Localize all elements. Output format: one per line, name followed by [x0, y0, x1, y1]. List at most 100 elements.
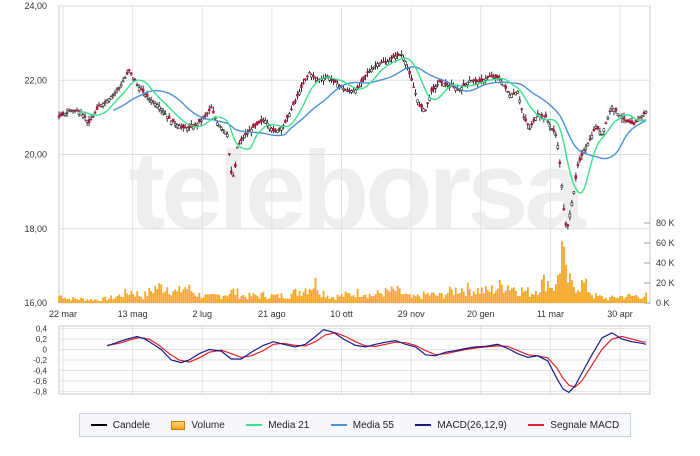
volume-bar — [348, 293, 351, 303]
candle-body — [552, 129, 556, 132]
volume-bar — [478, 293, 481, 303]
volume-bar — [500, 284, 503, 303]
volume-bar — [508, 290, 511, 303]
volume-bar — [214, 294, 217, 303]
volume-bar — [112, 299, 115, 303]
candle-body — [312, 74, 315, 77]
volume-bar — [561, 241, 563, 303]
candle-body — [143, 94, 147, 97]
candle-body — [574, 175, 578, 179]
candle-body — [67, 110, 71, 112]
volume-bar — [118, 294, 121, 303]
volume-bar — [226, 296, 229, 303]
volume-bar — [456, 293, 459, 303]
volume-bar — [486, 290, 489, 303]
chart-legend: Candele Volume Media 21 Media 55 MACD(26… — [79, 413, 631, 437]
candle-body — [640, 115, 644, 118]
volume-bar — [569, 273, 571, 303]
legend-label-media-21: Media 21 — [268, 419, 310, 431]
candle-body — [496, 76, 499, 79]
volume-bar — [476, 288, 479, 303]
legend-item-media-21[interactable]: Media 21 — [246, 420, 309, 431]
candle-body — [508, 94, 512, 98]
candle-body — [236, 146, 239, 149]
volume-bar — [400, 294, 403, 303]
candle-body — [216, 122, 219, 126]
volume-bar — [448, 286, 451, 303]
candle-body — [478, 78, 481, 83]
volume-bar — [178, 285, 181, 303]
watermark-teleborsa: teleborsa — [128, 129, 586, 252]
volume-bar — [90, 298, 93, 303]
volume-bar — [130, 290, 133, 303]
legend-label-media-55: Media 55 — [352, 419, 394, 431]
x-tick-label: 20 gen — [467, 309, 495, 319]
legend-item-macd[interactable]: MACD(26,12,9) — [415, 420, 507, 431]
candle-body — [348, 90, 351, 92]
candle-body — [314, 76, 317, 79]
candle-body — [71, 110, 75, 112]
volume-bar — [382, 296, 385, 303]
legend-item-volume[interactable]: Volume — [171, 420, 225, 431]
candle-body — [238, 142, 241, 145]
volume-bar — [472, 291, 475, 303]
volume-bar — [567, 282, 569, 303]
volume-bar — [148, 287, 151, 303]
volume-bar — [336, 294, 339, 303]
macd-y-tick-label: -0,6 — [33, 377, 47, 386]
candle-body — [85, 119, 89, 123]
candle-body — [492, 77, 495, 79]
candle-body — [512, 92, 516, 95]
candle-body — [127, 69, 131, 72]
candle-body — [159, 108, 163, 111]
volume-bar — [330, 297, 333, 303]
candle-body — [193, 123, 197, 126]
legend-swatch-macd — [415, 424, 432, 426]
candle-body — [203, 114, 207, 117]
candle-body — [195, 123, 199, 126]
candle-body — [514, 92, 518, 96]
volume-bar — [120, 296, 123, 303]
volume-bar — [418, 296, 421, 303]
candle-body — [444, 82, 447, 85]
volume-bar — [220, 298, 223, 303]
legend-item-segnale-macd[interactable]: Segnale MACD — [528, 420, 619, 431]
volume-bar — [156, 289, 159, 303]
volume-bar — [310, 290, 313, 303]
candle-body — [540, 114, 544, 116]
candle-body — [422, 108, 425, 112]
volume-bar — [228, 293, 231, 303]
candle-body — [63, 113, 67, 116]
x-tick-label: 21 ago — [258, 309, 286, 319]
volume-bar — [386, 290, 389, 303]
volume-bar — [284, 298, 287, 303]
candle-body — [368, 70, 371, 73]
candle-body — [232, 175, 235, 177]
volume-bar — [378, 293, 381, 303]
volume-bar — [438, 292, 441, 303]
volume-bar — [260, 292, 263, 303]
volume-bar — [575, 292, 577, 303]
candle-body — [169, 120, 173, 125]
candle-body — [270, 128, 273, 132]
volume-bar — [158, 283, 161, 303]
volume-bar — [316, 290, 319, 303]
candle-body — [374, 65, 377, 67]
candle-body — [276, 129, 279, 133]
legend-item-media-55[interactable]: Media 55 — [330, 419, 394, 431]
candle-body — [260, 118, 263, 122]
candle-body — [121, 80, 125, 83]
x-tick-label: 11 mar — [537, 309, 564, 319]
volume-bar — [462, 291, 465, 303]
candle-body — [346, 89, 349, 92]
volume-bar — [126, 293, 129, 303]
x-tick-label: 10 ott — [330, 309, 353, 319]
volume-bar — [332, 297, 335, 303]
candle-body — [602, 128, 606, 132]
candle-body — [175, 124, 179, 128]
legend-item-candele[interactable]: Candele — [90, 420, 150, 431]
candle-body — [524, 118, 528, 122]
candle-body — [364, 74, 367, 77]
volume-bar — [595, 293, 597, 303]
